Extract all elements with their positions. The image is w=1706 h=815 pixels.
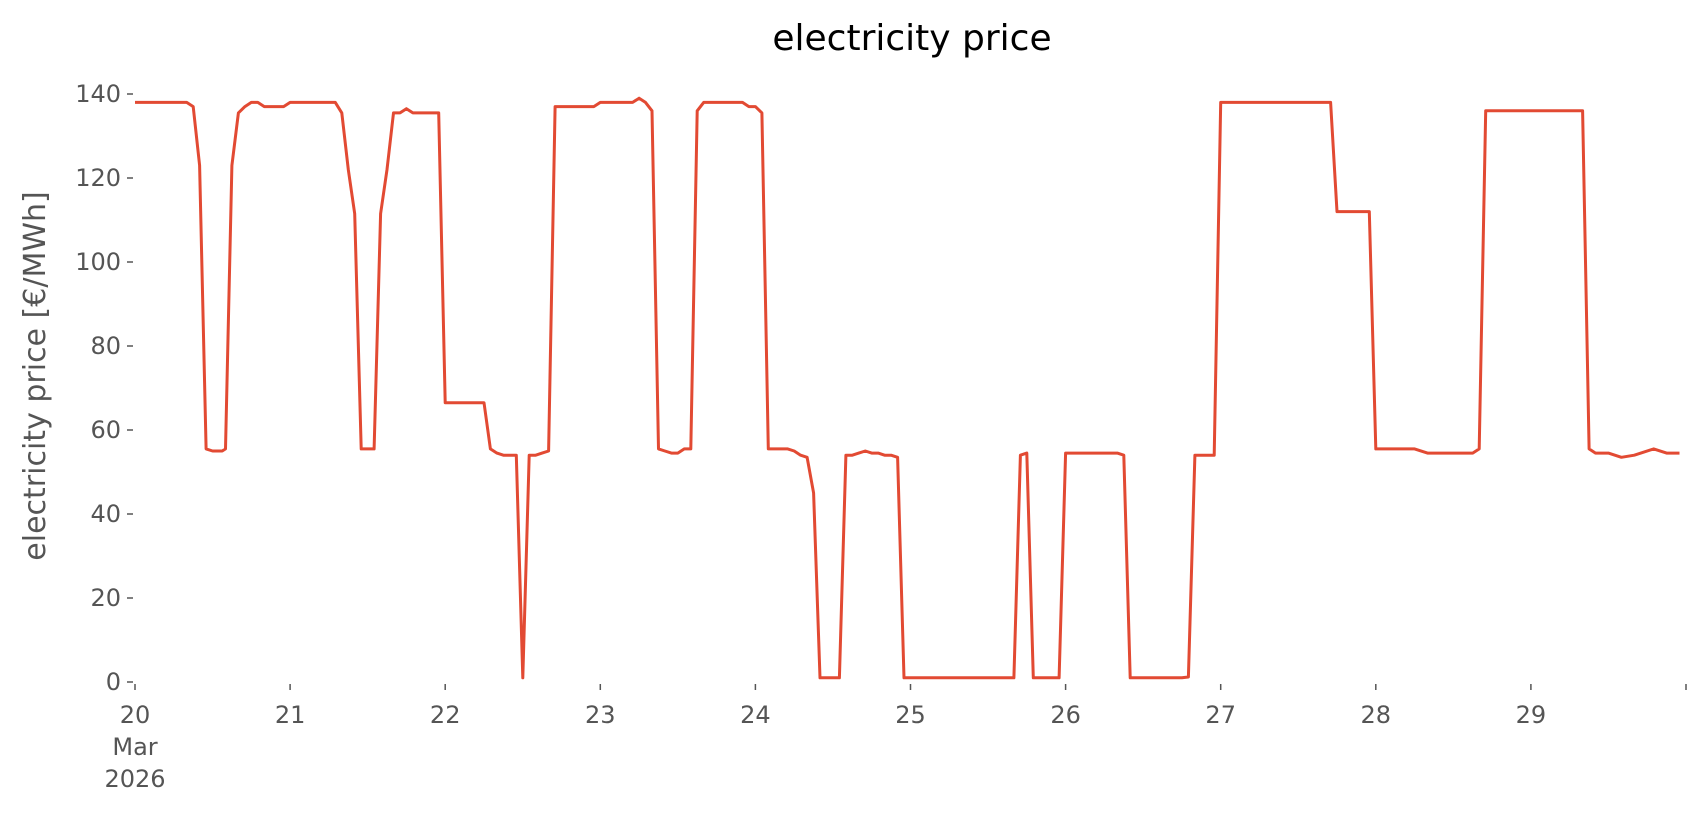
y-tick-label: 20 — [90, 584, 121, 612]
x-axis: 20 Mar 2026 21 22 23 24 25 26 27 28 29 — [104, 684, 1687, 793]
y-axis-label: electricity price [€/MWh] — [18, 191, 53, 560]
y-tick-label: 40 — [90, 500, 121, 528]
x-tick-label: 25 — [895, 701, 926, 729]
series-group — [135, 96, 1680, 680]
x-tick-label: 29 — [1516, 701, 1547, 729]
x-tick-label: 23 — [585, 701, 616, 729]
y-axis: 0 20 40 60 80 100 120 140 — [75, 80, 133, 696]
y-tick-label: 80 — [90, 332, 121, 360]
x-tick-label: 28 — [1361, 701, 1392, 729]
y-tick-label: 60 — [90, 416, 121, 444]
y-tick-label: 120 — [75, 164, 121, 192]
y-tick-label: 100 — [75, 248, 121, 276]
x-tick-label: Mar — [112, 733, 157, 761]
y-tick-label: 140 — [75, 80, 121, 108]
x-tick-label: 21 — [275, 701, 306, 729]
x-tick-label: 24 — [740, 701, 771, 729]
x-tick-label: 20 — [120, 701, 151, 729]
x-tick-label: 27 — [1205, 701, 1236, 729]
chart-title: electricity price — [772, 18, 1051, 59]
series-line — [135, 96, 1680, 680]
x-tick-label: 22 — [430, 701, 461, 729]
y-tick-label: 0 — [106, 668, 121, 696]
x-tick-label: 26 — [1050, 701, 1081, 729]
x-tick-label: 2026 — [104, 765, 165, 793]
